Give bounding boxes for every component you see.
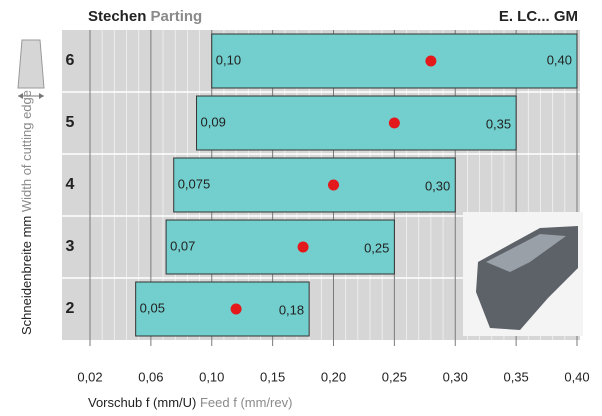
x-tick-label: 0,10 [199, 369, 224, 384]
low-label: 0,10 [216, 52, 241, 67]
recommended-marker [425, 56, 436, 67]
insert-icon [18, 40, 44, 88]
high-label: 0,30 [425, 178, 450, 193]
x-label-translation: Feed f (mm/rev) [200, 395, 292, 410]
y-tick-label: 2 [66, 300, 75, 317]
x-tick-label: 0,40 [564, 369, 589, 384]
low-label: 0,075 [178, 176, 211, 191]
low-label: 0,09 [201, 114, 226, 129]
x-label: Vorschub f (mm/U) [88, 395, 196, 410]
y-tick-label: 5 [66, 114, 75, 131]
high-label: 0,35 [486, 116, 511, 131]
y-label: Schneidenbreite mm [19, 216, 34, 335]
y-axis-title: Schneidenbreite mm Width of cutting edge… [19, 65, 34, 335]
range-bar [197, 96, 517, 150]
x-tick-label: 0,20 [321, 369, 346, 384]
y-tick-label: 3 [66, 238, 75, 255]
chart: 0,02 0,06 0,10 0,15 0,20 0,25 0,30 0,35 0,40 6 0,… [0, 0, 602, 416]
arrow-head [39, 93, 44, 99]
title: Stechen [88, 8, 146, 25]
high-label: 0,25 [364, 240, 389, 255]
high-label: 0,40 [547, 52, 572, 67]
x-tick-label: 0,06 [138, 369, 163, 384]
recommended-marker [231, 304, 242, 315]
recommended-marker [389, 118, 400, 129]
x-tick-label: 0,35 [503, 369, 528, 384]
range-bar [212, 34, 577, 88]
code: E. LC... GM [499, 8, 578, 25]
low-label: 0,05 [140, 300, 165, 315]
x-tick-label: 0,25 [382, 369, 407, 384]
x-tick-label: 0,15 [260, 369, 285, 384]
x-tick-label: 0,02 [77, 369, 102, 384]
y-tick-label: 6 [66, 52, 75, 69]
title-translation: Parting [151, 8, 203, 25]
range-bar [166, 220, 394, 274]
high-label: 0,18 [279, 302, 304, 317]
recommended-marker [328, 180, 339, 191]
y-tick-label: 4 [66, 176, 75, 193]
low-label: 0,07 [170, 238, 195, 253]
recommended-marker [298, 242, 309, 253]
x-tick-label: 0,30 [443, 369, 468, 384]
range-bar [174, 158, 456, 212]
product-photo [463, 212, 583, 336]
chart-title: Stechen Parting [88, 8, 202, 25]
page: 0,02 0,06 0,10 0,15 0,20 0,25 0,30 0,35 0,40 6 0,… [0, 0, 602, 416]
x-axis-title: Vorschub f (mm/U) Feed f (mm/rev) [88, 395, 292, 410]
